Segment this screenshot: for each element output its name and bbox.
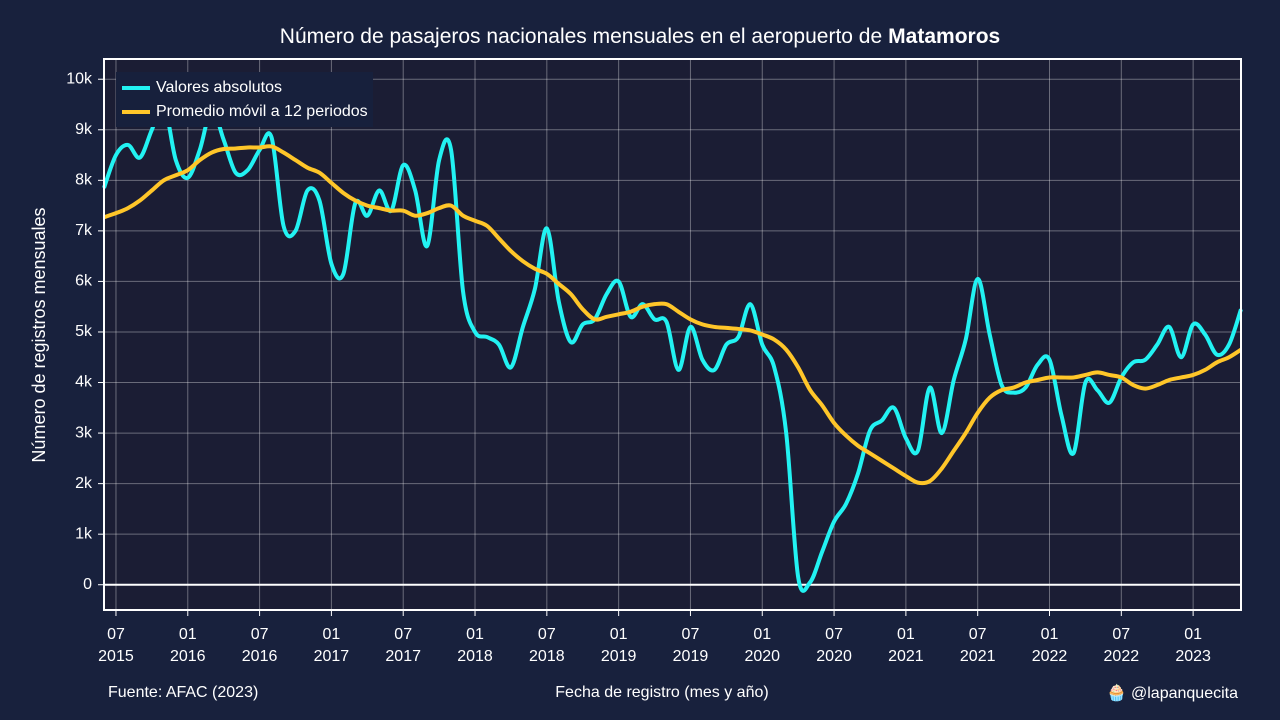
- x-tick-label: 07: [107, 626, 125, 643]
- y-tick-label: 5k: [75, 323, 93, 340]
- y-tick-label: 1k: [75, 525, 93, 542]
- grid: [104, 59, 1241, 610]
- y-axis-label: Número de registros mensuales: [29, 207, 49, 462]
- x-tick-label: 2016: [242, 648, 278, 665]
- lines: [102, 101, 1243, 593]
- plot-area: [104, 59, 1241, 610]
- y-tick-label: 6k: [75, 273, 93, 290]
- y-tick-label: 4k: [75, 374, 93, 391]
- title-bold: Matamoros: [888, 25, 1000, 48]
- x-tick-label: 2020: [744, 648, 780, 665]
- x-tick-label: 01: [466, 626, 484, 643]
- x-tick-label: 2019: [601, 648, 637, 665]
- y-tick-label: 9k: [75, 121, 93, 138]
- chart-title: Número de pasajeros nacionales mensuales…: [280, 25, 1000, 48]
- x-tick-label: 07: [538, 626, 556, 643]
- y-tick-label: 10k: [66, 70, 93, 87]
- series-line: [102, 101, 1243, 593]
- x-tick-label: 07: [825, 626, 843, 643]
- x-tick-label: 2020: [816, 648, 852, 665]
- x-tick-label: 2021: [888, 648, 924, 665]
- x-tick-label: 01: [179, 626, 197, 643]
- y-tick-label: 0: [83, 576, 92, 593]
- x-tick-label: 01: [1041, 626, 1059, 643]
- x-tick-label: 2015: [98, 648, 134, 665]
- legend-label: Promedio móvil a 12 periodos: [156, 103, 368, 120]
- legend: Valores absolutos Promedio móvil a 12 per…: [116, 72, 373, 127]
- x-tick-label: 07: [969, 626, 987, 643]
- y-tick-label: 8k: [75, 172, 93, 189]
- x-tick-label: 2021: [960, 648, 996, 665]
- x-tick-label: 2016: [170, 648, 206, 665]
- x-tick-label: 2017: [385, 648, 421, 665]
- x-tick-label: 01: [610, 626, 628, 643]
- x-axis-label: Fecha de registro (mes y año): [555, 684, 768, 701]
- y-tick-label: 3k: [75, 424, 93, 441]
- x-tick-label: 2018: [529, 648, 565, 665]
- x-tick-label: 01: [1184, 626, 1202, 643]
- x-tick-label: 01: [753, 626, 771, 643]
- y-tick-label: 2k: [75, 475, 93, 492]
- legend-label: Valores absolutos: [156, 79, 282, 96]
- x-tick-label: 2022: [1104, 648, 1140, 665]
- series-line: [103, 144, 1243, 486]
- title-text: Número de pasajeros nacionales mensuales…: [280, 25, 882, 48]
- x-tick-label: 07: [682, 626, 700, 643]
- plot-border: [103, 58, 1242, 611]
- x-tick-label: 2022: [1032, 648, 1068, 665]
- x-tick-label: 2023: [1175, 648, 1211, 665]
- x-tick-label: 2019: [673, 648, 709, 665]
- x-tick-label: 01: [323, 626, 341, 643]
- x-tick-label: 2017: [314, 648, 350, 665]
- y-tick-label: 7k: [75, 222, 93, 239]
- legend-box: [116, 72, 373, 127]
- x-tick-label: 07: [394, 626, 412, 643]
- x-tick-label: 07: [251, 626, 269, 643]
- x-tick-label: 01: [897, 626, 915, 643]
- x-tick-label: 07: [1112, 626, 1130, 643]
- x-tick-label: 2018: [457, 648, 493, 665]
- credit: 🧁 @lapanquecita: [1107, 683, 1238, 702]
- source: Fuente: AFAC (2023): [108, 684, 258, 701]
